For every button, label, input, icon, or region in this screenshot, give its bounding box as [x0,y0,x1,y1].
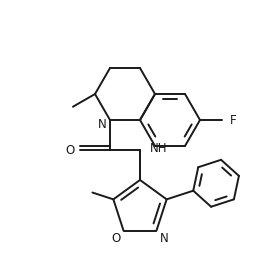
Text: N: N [160,232,169,245]
Text: O: O [111,232,120,245]
Text: NH: NH [150,142,168,154]
Text: N: N [98,117,106,131]
Text: F: F [230,114,237,126]
Text: O: O [65,143,75,157]
